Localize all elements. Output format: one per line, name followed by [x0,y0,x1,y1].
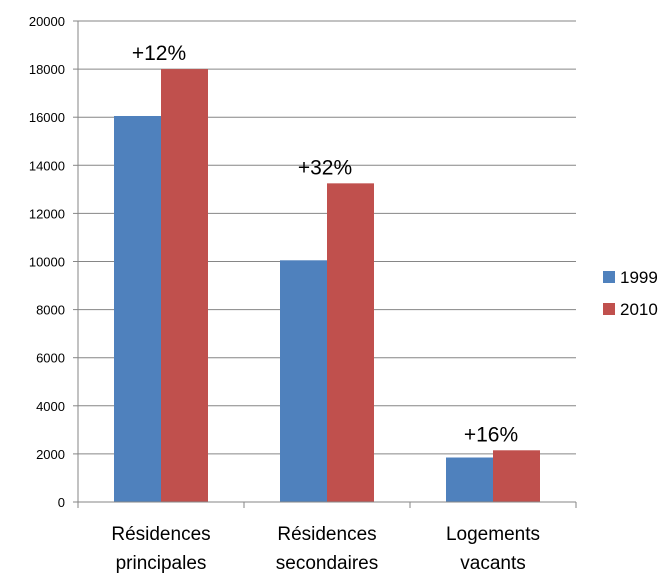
x-category-label: Logements [446,524,540,545]
legend-swatch-2010 [603,303,615,315]
y-tick-label: 16000 [29,110,65,125]
y-tick-label: 10000 [29,255,65,270]
legend: 1999 2010 [603,268,658,319]
legend-label-2010: 2010 [620,300,658,319]
bar-2010-1 [327,183,374,502]
bar-1999-0 [114,115,161,502]
bar-1999-1 [280,260,327,502]
y-tick-label: 14000 [29,158,65,173]
y-axis-tick-labels: 0 2000 4000 6000 8000 10000 12000 14000 16000 180… [29,14,65,510]
bar-annotation: +12% [132,42,186,65]
bar-annotation: +32% [298,156,352,179]
y-tick-label: 18000 [29,62,65,77]
axes [73,20,577,508]
y-tick-label: 0 [58,495,65,510]
y-tick-label: 2000 [36,447,65,462]
x-category-label: Résidences [111,524,210,545]
legend-swatch-1999 [603,271,615,283]
bar-annotations: +12% +32% +16% [132,42,518,446]
y-tick-label: 6000 [36,351,65,366]
x-category-label: principales [116,553,207,574]
y-tick-label: 20000 [29,14,65,29]
x-category-label: secondaires [276,553,378,574]
x-axis-category-labels: Résidences principales Résidences secondair… [111,524,540,574]
bar-2010-0 [161,69,208,502]
legend-label-1999: 1999 [620,268,658,287]
y-tick-label: 4000 [36,399,65,414]
x-category-label: vacants [460,553,525,574]
bar-annotation: +16% [464,423,518,446]
bars [114,69,540,502]
bar-1999-2 [446,457,493,502]
bar-2010-2 [493,450,540,502]
x-category-label: Résidences [277,524,376,545]
y-tick-label: 8000 [36,303,65,318]
y-tick-label: 12000 [29,206,65,221]
